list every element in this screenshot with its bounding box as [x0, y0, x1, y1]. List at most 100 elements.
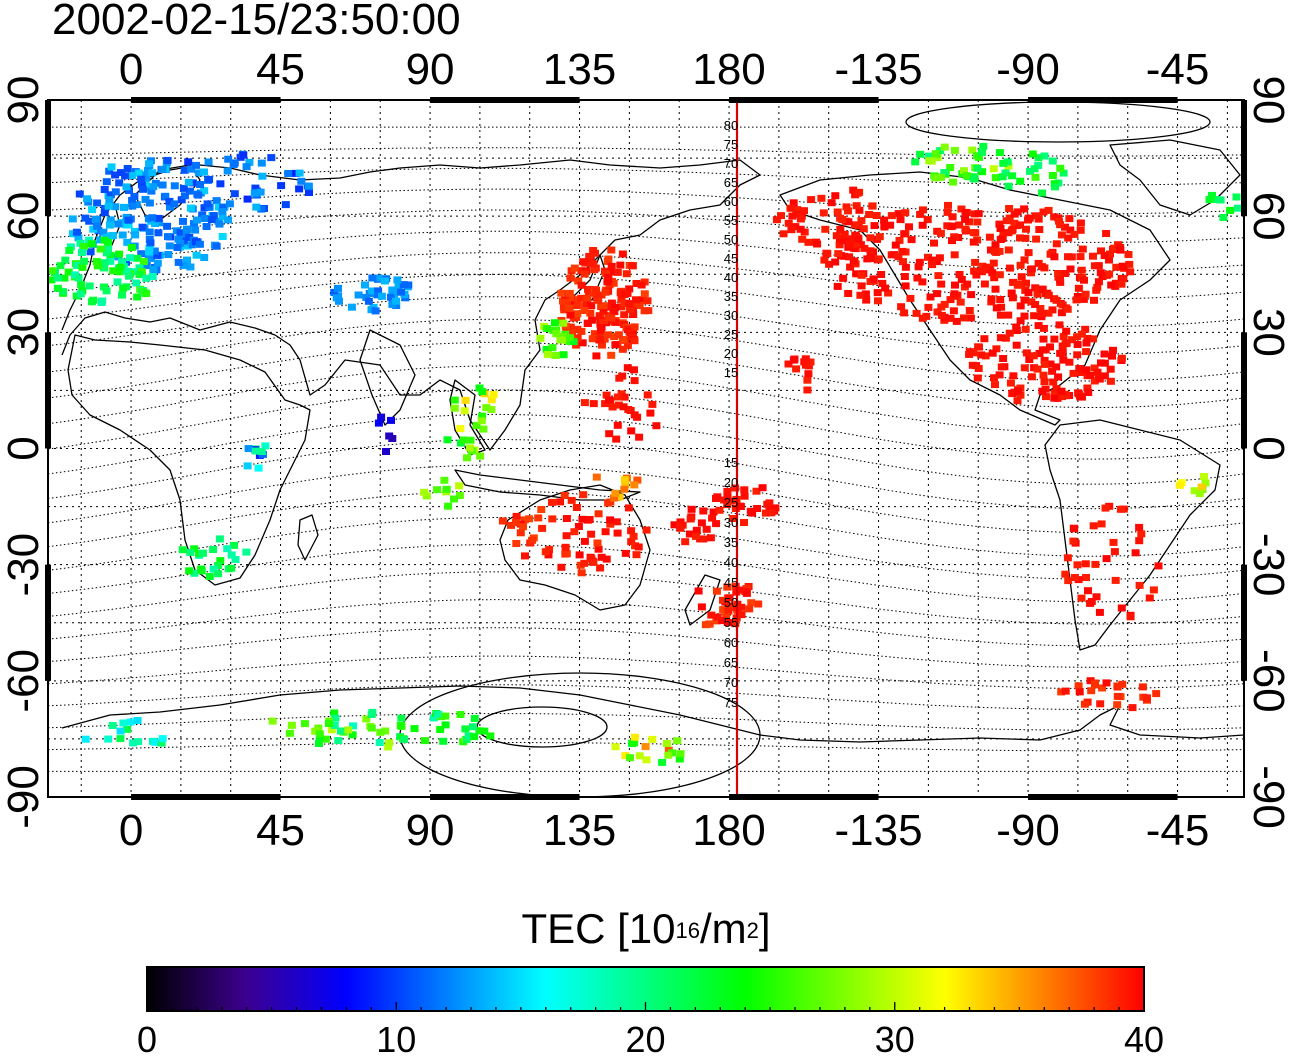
tec-cell	[935, 254, 944, 262]
tec-cell	[1069, 524, 1078, 532]
tec-cell	[608, 403, 617, 411]
frame-tick-bars	[45, 97, 1247, 800]
tec-cell	[1030, 312, 1039, 320]
tec-cell	[128, 196, 137, 204]
tec-cell	[641, 743, 650, 751]
tec-cell	[1073, 341, 1082, 348]
tec-cell	[577, 569, 586, 577]
tec-cell	[188, 179, 197, 187]
tec-cell	[1031, 212, 1040, 220]
tec-cell	[1073, 333, 1082, 341]
tec-cell	[587, 530, 596, 538]
tec-cell	[367, 724, 376, 732]
colorbar-title-main: TEC [10	[521, 905, 676, 952]
tec-cell	[821, 225, 830, 233]
tec-cell	[399, 281, 408, 289]
tec-cell	[119, 719, 128, 727]
dip-label-north: 70	[724, 156, 738, 171]
tec-cell	[676, 518, 685, 526]
tec-cell	[145, 199, 154, 207]
tec-cell	[1016, 177, 1025, 185]
tec-cell	[731, 620, 740, 628]
tec-cell	[460, 407, 469, 415]
tec-cell	[970, 267, 979, 275]
tec-cell	[901, 282, 910, 290]
tec-cell	[796, 215, 805, 223]
tec-cell	[632, 551, 641, 559]
tec-cell	[287, 721, 296, 729]
tec-cell	[933, 290, 942, 298]
tec-cell	[137, 181, 146, 189]
tec-cell	[566, 274, 575, 282]
tec-cell	[627, 527, 636, 535]
tec-cell	[304, 182, 313, 190]
tec-cell	[387, 416, 395, 424]
tec-cell	[723, 583, 732, 591]
tec-cell	[118, 258, 126, 266]
tec-cell	[1086, 677, 1095, 685]
tec-cell	[900, 273, 909, 280]
tec-cell	[834, 250, 843, 258]
tec-cell	[388, 286, 397, 294]
colorbar-title-close: ]	[758, 905, 771, 952]
dip-contour	[48, 296, 1244, 355]
tec-cell	[589, 400, 598, 408]
tec-cell	[565, 334, 574, 342]
tec-cell	[215, 535, 224, 543]
tec-cell	[598, 341, 606, 349]
tec-cell	[192, 216, 201, 224]
tec-cell	[833, 282, 842, 290]
tec-cell	[859, 225, 868, 233]
tec-cell	[1044, 206, 1053, 214]
tec-cell	[628, 262, 637, 270]
tec-cell	[215, 220, 224, 228]
tec-cell	[911, 158, 920, 166]
tec-cell	[450, 495, 458, 503]
tec-cell	[597, 553, 606, 561]
tec-cell	[1080, 276, 1088, 284]
tec-cell	[436, 726, 445, 733]
tec-cell	[212, 197, 221, 205]
tec-cell	[572, 504, 581, 511]
tec-cell	[796, 225, 805, 233]
tec-cell	[886, 221, 895, 229]
tec-cell	[951, 281, 959, 289]
tec-cell	[126, 718, 135, 726]
frame-tick-bar-left	[45, 564, 51, 681]
tec-cell	[106, 216, 115, 224]
tec-cell	[1027, 265, 1036, 273]
tec-cell	[897, 303, 906, 311]
tec-cell	[145, 248, 154, 256]
lat-label-left: 90	[0, 76, 48, 125]
tec-cell	[375, 739, 384, 746]
lon-label-top: -45	[1146, 45, 1210, 94]
tec-cell	[85, 282, 94, 290]
tec-cell	[1066, 265, 1075, 273]
tec-cell	[197, 565, 206, 573]
tec-cell	[803, 386, 812, 394]
tec-cell	[1016, 317, 1025, 325]
tec-cell	[575, 551, 584, 559]
tec-cell	[611, 341, 620, 349]
dip-label-south: 30	[724, 515, 738, 530]
tec-cell	[521, 552, 529, 560]
tec-cell	[901, 263, 910, 271]
tec-cell	[1092, 286, 1101, 294]
tec-cell	[158, 166, 167, 173]
tec-cell	[566, 294, 575, 301]
tec-cell	[957, 276, 966, 283]
tec-cell	[1101, 504, 1110, 512]
tec-cell	[968, 146, 977, 154]
tec-cell	[566, 311, 575, 319]
tec-cell	[718, 617, 726, 625]
tec-cell	[615, 493, 624, 501]
tec-cell	[973, 374, 982, 382]
tec-cell	[1057, 387, 1066, 395]
tec-cell	[455, 492, 464, 499]
tec-cell	[1025, 214, 1034, 222]
tec-cell	[148, 214, 157, 222]
lat-label-right: 30	[1244, 308, 1292, 357]
tec-cell	[134, 738, 143, 746]
tec-cell	[1090, 364, 1099, 372]
tec-cell	[789, 199, 798, 207]
